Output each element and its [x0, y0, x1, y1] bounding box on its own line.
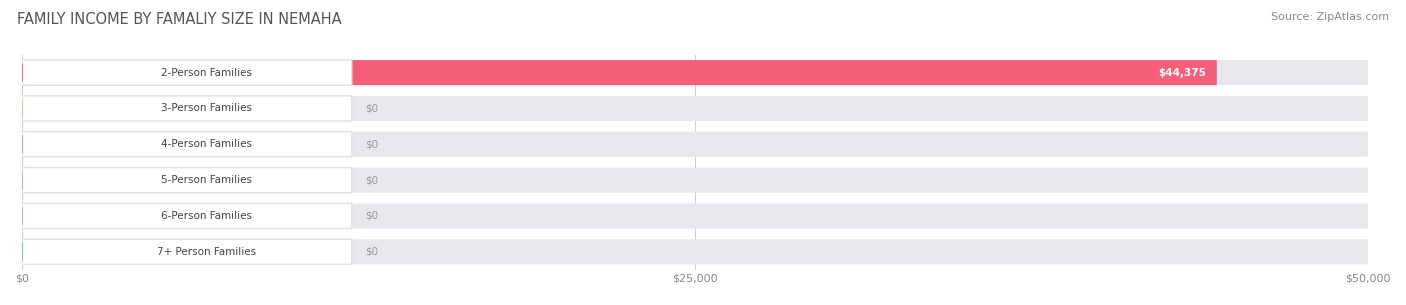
Text: $0: $0 [366, 211, 378, 221]
Text: $0: $0 [366, 247, 378, 257]
Text: 5-Person Families: 5-Person Families [162, 175, 252, 185]
Text: $0: $0 [366, 175, 378, 185]
FancyBboxPatch shape [22, 60, 351, 85]
Text: 7+ Person Families: 7+ Person Families [157, 247, 256, 257]
FancyBboxPatch shape [22, 96, 1368, 121]
Text: Source: ZipAtlas.com: Source: ZipAtlas.com [1271, 12, 1389, 22]
Text: $44,375: $44,375 [1159, 68, 1206, 77]
FancyBboxPatch shape [22, 96, 351, 121]
FancyBboxPatch shape [22, 60, 1216, 85]
Text: 2-Person Families: 2-Person Families [162, 68, 252, 77]
FancyBboxPatch shape [22, 203, 351, 228]
Text: 6-Person Families: 6-Person Families [162, 211, 252, 221]
FancyBboxPatch shape [22, 203, 1368, 228]
Text: $0: $0 [366, 103, 378, 113]
Text: $0: $0 [366, 139, 378, 149]
FancyBboxPatch shape [22, 60, 1368, 85]
FancyBboxPatch shape [22, 167, 351, 193]
Text: 3-Person Families: 3-Person Families [162, 103, 252, 113]
FancyBboxPatch shape [22, 239, 1368, 264]
FancyBboxPatch shape [22, 132, 1368, 157]
FancyBboxPatch shape [22, 132, 351, 157]
FancyBboxPatch shape [22, 167, 1368, 193]
Text: FAMILY INCOME BY FAMALIY SIZE IN NEMAHA: FAMILY INCOME BY FAMALIY SIZE IN NEMAHA [17, 12, 342, 27]
Text: 4-Person Families: 4-Person Families [162, 139, 252, 149]
FancyBboxPatch shape [22, 239, 351, 264]
